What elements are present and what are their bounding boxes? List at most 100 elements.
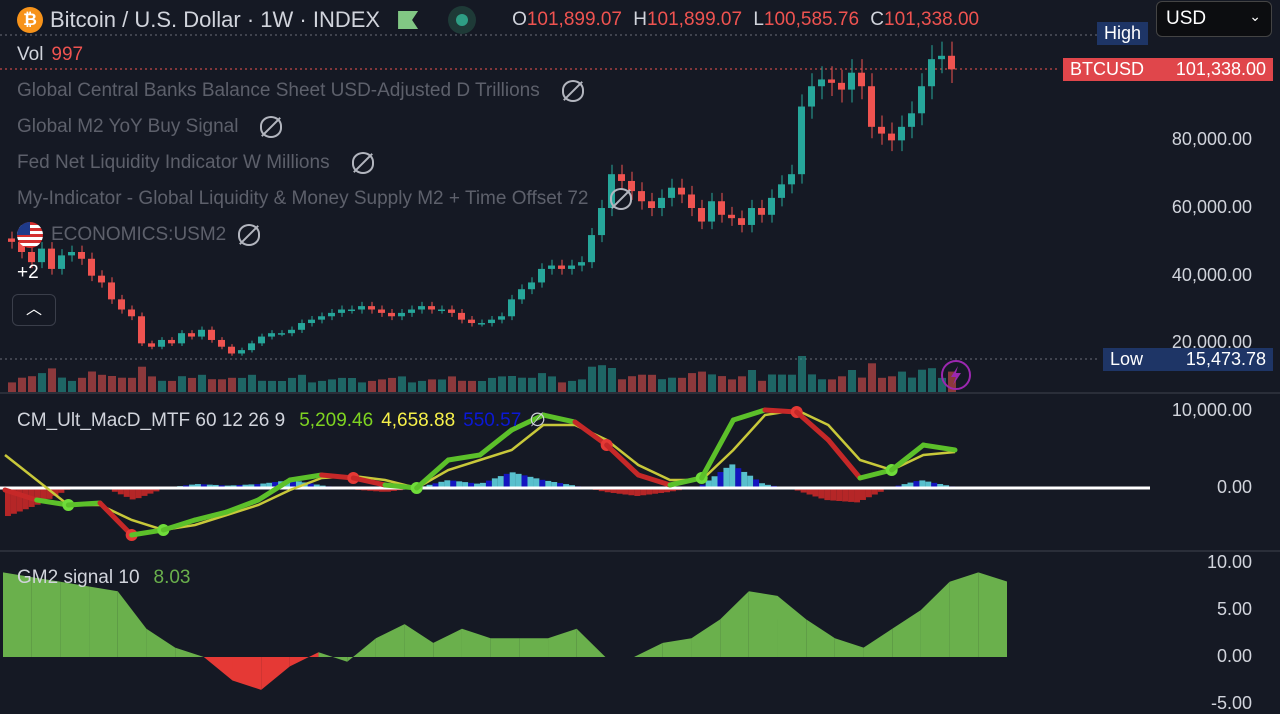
candle-body bbox=[868, 86, 875, 127]
volume-bar bbox=[628, 376, 636, 392]
indicator-legend[interactable]: Global Central Banks Balance Sheet USD-A… bbox=[17, 80, 584, 102]
candle-body bbox=[288, 330, 295, 333]
volume-bar bbox=[838, 376, 846, 392]
price-tick-label: 40,000.00 bbox=[1172, 265, 1252, 286]
volume-bar bbox=[288, 378, 296, 392]
gm2-pane bbox=[3, 572, 1007, 690]
candle-body bbox=[128, 310, 135, 317]
volume-bar bbox=[8, 382, 16, 392]
hidden-eye-icon[interactable] bbox=[260, 116, 282, 138]
candle-body bbox=[498, 316, 505, 319]
flag-icon[interactable] bbox=[398, 11, 418, 29]
candle-body bbox=[648, 201, 655, 208]
candle-body bbox=[528, 282, 535, 289]
more-indicators[interactable]: +2 bbox=[17, 262, 39, 284]
macd-line-segment bbox=[448, 455, 480, 460]
volume-bar bbox=[28, 376, 36, 392]
candle-body bbox=[558, 266, 565, 269]
macd-tick-label: 10,000.00 bbox=[1172, 400, 1252, 421]
volume-bar bbox=[448, 376, 456, 392]
symbol-title[interactable]: Bitcoin / U.S. Dollar · 1W · INDEX bbox=[50, 7, 380, 33]
macd-name: CM_Ult_MacD_MTF 60 12 26 9 bbox=[17, 410, 285, 432]
volume-bar bbox=[898, 372, 906, 392]
volume-bar bbox=[518, 378, 526, 392]
volume-bar bbox=[408, 382, 416, 392]
volume-bar bbox=[168, 381, 176, 392]
close-value: 101,338.00 bbox=[884, 9, 979, 30]
gm2-legend[interactable]: GM2 signal 10 8.03 bbox=[17, 567, 191, 589]
candle-body bbox=[888, 134, 895, 141]
volume-bar bbox=[248, 375, 256, 392]
gm2-area-segment bbox=[663, 638, 692, 657]
volume-bar bbox=[738, 376, 746, 392]
gm2-tick-label: 0.00 bbox=[1217, 646, 1252, 667]
gm2-area-segment bbox=[175, 648, 204, 657]
us-flag-icon bbox=[17, 222, 43, 248]
volume-bar bbox=[798, 356, 806, 392]
gm2-area-segment bbox=[577, 629, 606, 657]
candle-body bbox=[728, 215, 735, 218]
gm2-area-segment bbox=[691, 619, 720, 657]
candle-body bbox=[388, 313, 395, 316]
volume-bar bbox=[98, 375, 106, 392]
hidden-eye-icon[interactable] bbox=[562, 80, 584, 102]
histogram-bar bbox=[848, 488, 854, 502]
candle-body bbox=[588, 235, 595, 262]
gm2-area-segment bbox=[89, 587, 118, 658]
volume-bar bbox=[558, 382, 566, 392]
volume-bar bbox=[688, 373, 696, 392]
candle-body bbox=[698, 208, 705, 222]
candle-body bbox=[878, 127, 885, 134]
candle-body bbox=[468, 320, 475, 323]
volume-bar bbox=[668, 378, 676, 392]
volume-bars bbox=[8, 356, 956, 392]
hidden-eye-icon[interactable] bbox=[238, 224, 260, 246]
gm2-name: GM2 signal 10 bbox=[17, 567, 140, 589]
candle-body bbox=[248, 343, 255, 350]
gm2-area-segment bbox=[548, 629, 577, 657]
candle-body bbox=[908, 113, 915, 127]
symbol-tag: BTCUSD bbox=[1063, 58, 1151, 81]
market-status-icon[interactable] bbox=[448, 6, 476, 34]
indicator-legend[interactable]: Fed Net Liquidity Indicator W Millions bbox=[17, 152, 374, 174]
histogram-bar bbox=[818, 488, 824, 498]
volume-bar bbox=[88, 372, 96, 393]
candle-body bbox=[938, 56, 945, 59]
volume-bar bbox=[728, 379, 736, 392]
indicator-legend[interactable]: My-Indicator - Global Liquidity & Money … bbox=[17, 188, 632, 210]
histogram-bar bbox=[842, 488, 848, 501]
indicator-name: Fed Net Liquidity Indicator W Millions bbox=[17, 152, 330, 174]
candle-body bbox=[328, 313, 335, 316]
candle-body bbox=[668, 188, 675, 198]
volume-legend[interactable]: Vol 997 bbox=[17, 44, 83, 66]
histogram-bar bbox=[510, 472, 516, 488]
gm2-area-segment bbox=[835, 638, 864, 657]
candle-body bbox=[38, 249, 45, 263]
currency-select[interactable]: USD⌄ bbox=[1156, 1, 1272, 37]
volume-bar bbox=[638, 375, 646, 392]
candle-body bbox=[118, 299, 125, 309]
macd-legend[interactable]: CM_Ult_MacD_MTF 60 12 26 9 5,209.46 4,65… bbox=[17, 409, 546, 432]
candle-body bbox=[738, 218, 745, 225]
candle-body bbox=[308, 320, 315, 323]
indicator-legend[interactable]: Global M2 YoY Buy Signal bbox=[17, 116, 282, 138]
indicator-legend[interactable]: ECONOMICS:USM2 bbox=[17, 222, 260, 248]
candle-body bbox=[318, 316, 325, 319]
volume-bar bbox=[578, 379, 586, 392]
histogram-bar bbox=[854, 488, 860, 502]
hidden-eye-icon[interactable] bbox=[610, 188, 632, 210]
candle-body bbox=[618, 174, 625, 181]
histogram-bar bbox=[130, 488, 136, 499]
volume-bar bbox=[618, 379, 626, 392]
collapse-legend-button[interactable]: ︿ bbox=[12, 294, 56, 326]
volume-bar bbox=[548, 376, 556, 392]
volume-bar bbox=[138, 367, 146, 392]
candle-body bbox=[178, 333, 185, 343]
histogram-bar bbox=[741, 472, 747, 488]
hidden-eye-icon[interactable] bbox=[352, 152, 374, 174]
candle-body bbox=[828, 79, 835, 82]
volume-bar bbox=[748, 370, 756, 392]
volume-bar bbox=[118, 378, 126, 392]
candle-body bbox=[298, 323, 305, 330]
